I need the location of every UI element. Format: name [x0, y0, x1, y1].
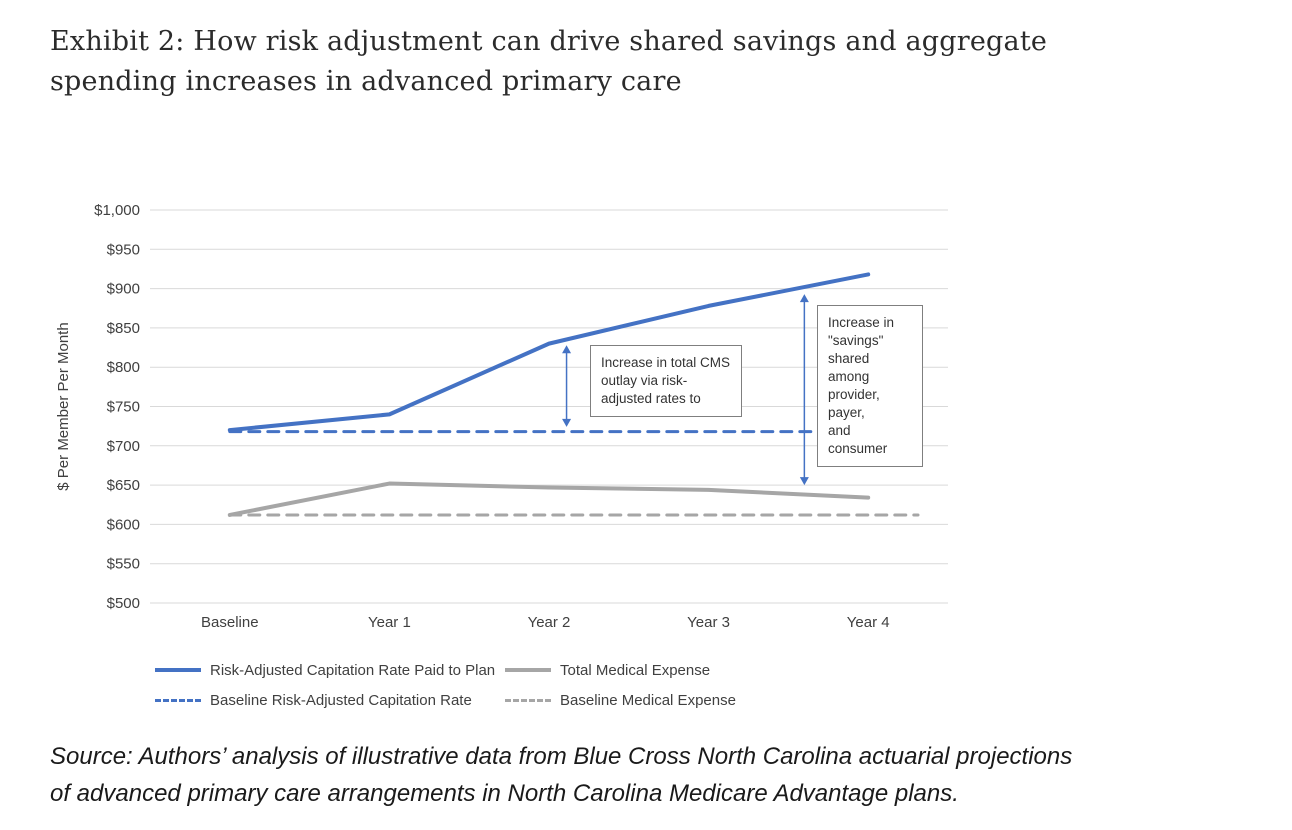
- legend-label: Baseline Risk-Adjusted Capitation Rate: [210, 691, 472, 709]
- exhibit-title: Exhibit 2: How risk adjustment can drive…: [50, 22, 1047, 102]
- legend-row-2: Baseline Risk-Adjusted Capitation Rate B…: [155, 685, 736, 715]
- exhibit-title-line2: spending increases in advanced primary c…: [50, 66, 682, 97]
- svg-text:$750: $750: [107, 399, 140, 416]
- line-sample-solid-blue-icon: [155, 668, 201, 672]
- svg-text:Year 1: Year 1: [368, 614, 411, 631]
- exhibit-title-line1: Exhibit 2: How risk adjustment can drive…: [50, 26, 1048, 57]
- annotation-savings-shared: Increase in "savings" shared among provi…: [817, 305, 923, 467]
- svg-text:Baseline: Baseline: [201, 614, 259, 631]
- source-note: Source: Authors’ analysis of illustrativ…: [50, 738, 1072, 812]
- svg-text:$500: $500: [107, 595, 140, 612]
- legend-item-baseline-capitation: Baseline Risk-Adjusted Capitation Rate: [155, 692, 505, 709]
- legend-item-risk-adjusted-capitation: Risk-Adjusted Capitation Rate Paid to Pl…: [155, 662, 505, 679]
- svg-text:$ Per Member Per Month: $ Per Member Per Month: [55, 322, 72, 490]
- svg-text:$650: $650: [107, 477, 140, 494]
- legend-label: Total Medical Expense: [560, 661, 711, 679]
- svg-text:$800: $800: [107, 359, 140, 376]
- svg-text:$700: $700: [107, 438, 140, 455]
- chart-area: $500 $550 $600 $650 $700 $750 $800 $850 $900 $950…: [50, 185, 950, 709]
- svg-text:Year 2: Year 2: [528, 614, 571, 631]
- annotation-cms-outlay: Increase in total CMS outlay via risk- a…: [590, 345, 742, 417]
- svg-text:$1,000: $1,000: [94, 202, 140, 219]
- svg-text:$850: $850: [107, 320, 140, 337]
- source-note-line2: of advanced primary care arrangements in…: [50, 780, 959, 807]
- svg-text:$900: $900: [107, 281, 140, 298]
- legend-label: Baseline Medical Expense: [560, 691, 736, 709]
- line-chart: $500 $550 $600 $650 $700 $750 $800 $850 $900 $950…: [55, 202, 948, 631]
- legend-item-baseline-medical-expense: Baseline Medical Expense: [505, 692, 736, 709]
- svg-text:Year 4: Year 4: [847, 614, 890, 631]
- svg-text:$600: $600: [107, 516, 140, 533]
- chart-legend: Risk-Adjusted Capitation Rate Paid to Pl…: [155, 655, 736, 715]
- line-sample-dashed-gray-icon: [505, 698, 551, 702]
- legend-label: Risk-Adjusted Capitation Rate Paid to Pl…: [210, 661, 496, 679]
- svg-text:Year 3: Year 3: [687, 614, 730, 631]
- legend-row-1: Risk-Adjusted Capitation Rate Paid to Pl…: [155, 655, 736, 685]
- line-sample-solid-gray-icon: [505, 668, 551, 672]
- source-note-line1: Source: Authors’ analysis of illustrativ…: [50, 743, 1073, 770]
- svg-text:$950: $950: [107, 241, 140, 258]
- svg-text:$550: $550: [107, 556, 140, 573]
- line-sample-dashed-blue-icon: [155, 698, 201, 702]
- legend-item-total-medical-expense: Total Medical Expense: [505, 662, 710, 679]
